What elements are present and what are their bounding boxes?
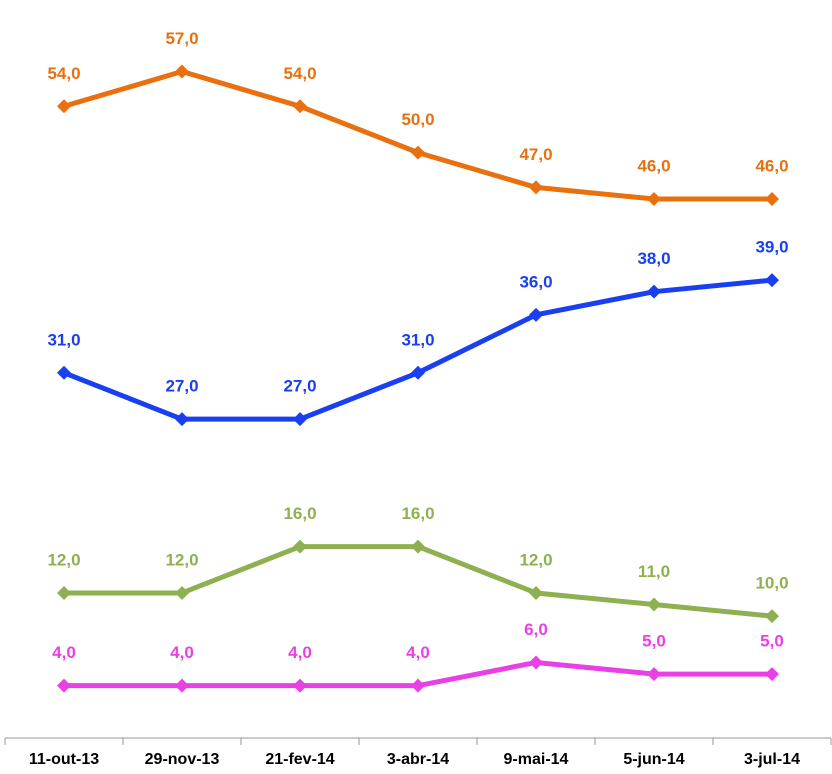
marker [293, 678, 307, 693]
data-label: 4,0 [52, 643, 76, 662]
marker [529, 585, 543, 600]
marker [529, 655, 543, 670]
marker [293, 99, 307, 114]
data-label: 4,0 [170, 643, 194, 662]
marker [411, 539, 425, 554]
data-label: 46,0 [637, 156, 670, 175]
data-label: 47,0 [519, 145, 552, 164]
marker [175, 64, 189, 79]
data-label: 27,0 [165, 377, 198, 396]
x-tick-label: 21-fev-14 [265, 751, 334, 768]
data-label: 10,0 [755, 574, 788, 593]
data-label: 31,0 [401, 330, 434, 349]
marker [411, 145, 425, 160]
marker [647, 284, 661, 299]
data-label: 27,0 [283, 377, 316, 396]
x-tick-label: 11-out-13 [29, 751, 99, 768]
data-label: 54,0 [283, 64, 316, 83]
marker [57, 99, 71, 114]
data-label: 4,0 [406, 643, 430, 662]
data-label: 57,0 [165, 29, 198, 48]
marker [57, 585, 71, 600]
marker [529, 307, 543, 322]
marker [175, 678, 189, 693]
data-label: 5,0 [642, 632, 666, 651]
marker [175, 412, 189, 427]
x-tick-label: 9-mai-14 [504, 751, 569, 768]
data-label: 46,0 [755, 156, 788, 175]
data-label: 16,0 [401, 504, 434, 523]
data-label: 12,0 [165, 550, 198, 569]
marker [765, 609, 779, 624]
marker [647, 191, 661, 206]
marker [765, 667, 779, 682]
data-label: 36,0 [519, 272, 552, 291]
x-tick-label: 3-abr-14 [387, 751, 449, 768]
marker [293, 412, 307, 427]
marker [765, 273, 779, 288]
marker [293, 539, 307, 554]
marker [647, 597, 661, 612]
x-tick-label: 5-jun-14 [623, 751, 684, 768]
data-label: 5,0 [760, 632, 784, 651]
data-label: 50,0 [401, 110, 434, 129]
data-label: 11,0 [638, 562, 670, 581]
series-line [63, 277, 773, 422]
data-label: 39,0 [755, 238, 788, 257]
marker [57, 678, 71, 693]
marker [765, 191, 779, 206]
data-label: 54,0 [47, 64, 80, 83]
data-label: 38,0 [637, 249, 670, 268]
marker [529, 180, 543, 195]
data-label: 4,0 [288, 643, 312, 662]
marker [411, 678, 425, 693]
data-label: 12,0 [47, 550, 80, 569]
data-label: 6,0 [524, 620, 548, 639]
x-tick-label: 29-nov-13 [145, 751, 220, 768]
data-label: 12,0 [519, 550, 552, 569]
data-label: 16,0 [283, 504, 316, 523]
marker [411, 365, 425, 380]
x-tick-label: 3-jul-14 [744, 751, 800, 768]
marker [57, 365, 71, 380]
data-label: 31,0 [47, 330, 80, 349]
series-line [63, 69, 772, 202]
marker [175, 585, 189, 600]
marker [647, 667, 661, 682]
